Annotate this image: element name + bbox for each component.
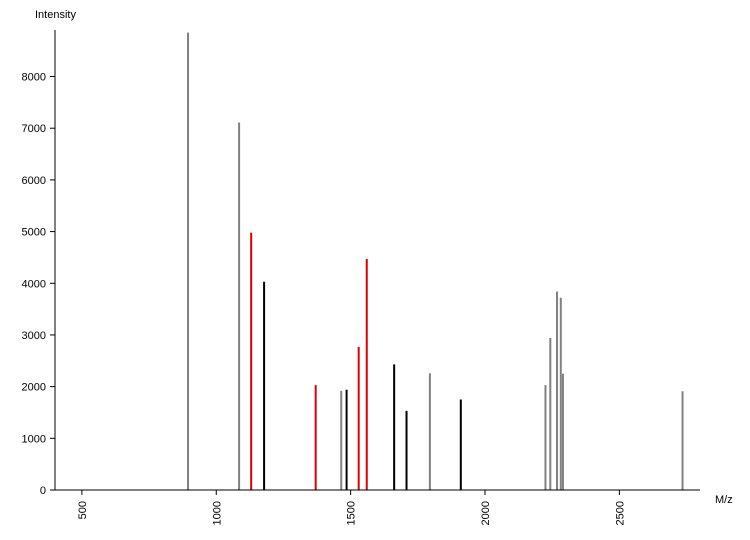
x-tick-label: 500 bbox=[77, 501, 89, 519]
y-tick-label: 5000 bbox=[22, 227, 46, 239]
x-tick-label: 1000 bbox=[211, 501, 223, 525]
y-tick-label: 7000 bbox=[22, 123, 46, 135]
y-tick-label: 0 bbox=[40, 485, 46, 497]
x-tick-label: 2500 bbox=[614, 501, 626, 525]
y-tick-label: 3000 bbox=[22, 330, 46, 342]
y-tick-label: 8000 bbox=[22, 72, 46, 84]
x-axis-label: M/z bbox=[715, 494, 733, 506]
x-tick-label: 1500 bbox=[346, 501, 358, 525]
chart-svg: 0 1000 2000 3000 4000 5000 6000 7000 8000 500 1000… bbox=[0, 0, 750, 540]
y-tick-label: 4000 bbox=[22, 278, 46, 290]
y-axis-label: Intensity bbox=[35, 9, 76, 21]
x-tick-label: 2000 bbox=[480, 501, 492, 525]
y-tick-label: 2000 bbox=[22, 382, 46, 394]
y-tick-label: 6000 bbox=[22, 175, 46, 187]
mass-spectrum-chart: 0 1000 2000 3000 4000 5000 6000 7000 8000 500 1000… bbox=[0, 0, 750, 540]
y-tick-label: 1000 bbox=[22, 433, 46, 445]
